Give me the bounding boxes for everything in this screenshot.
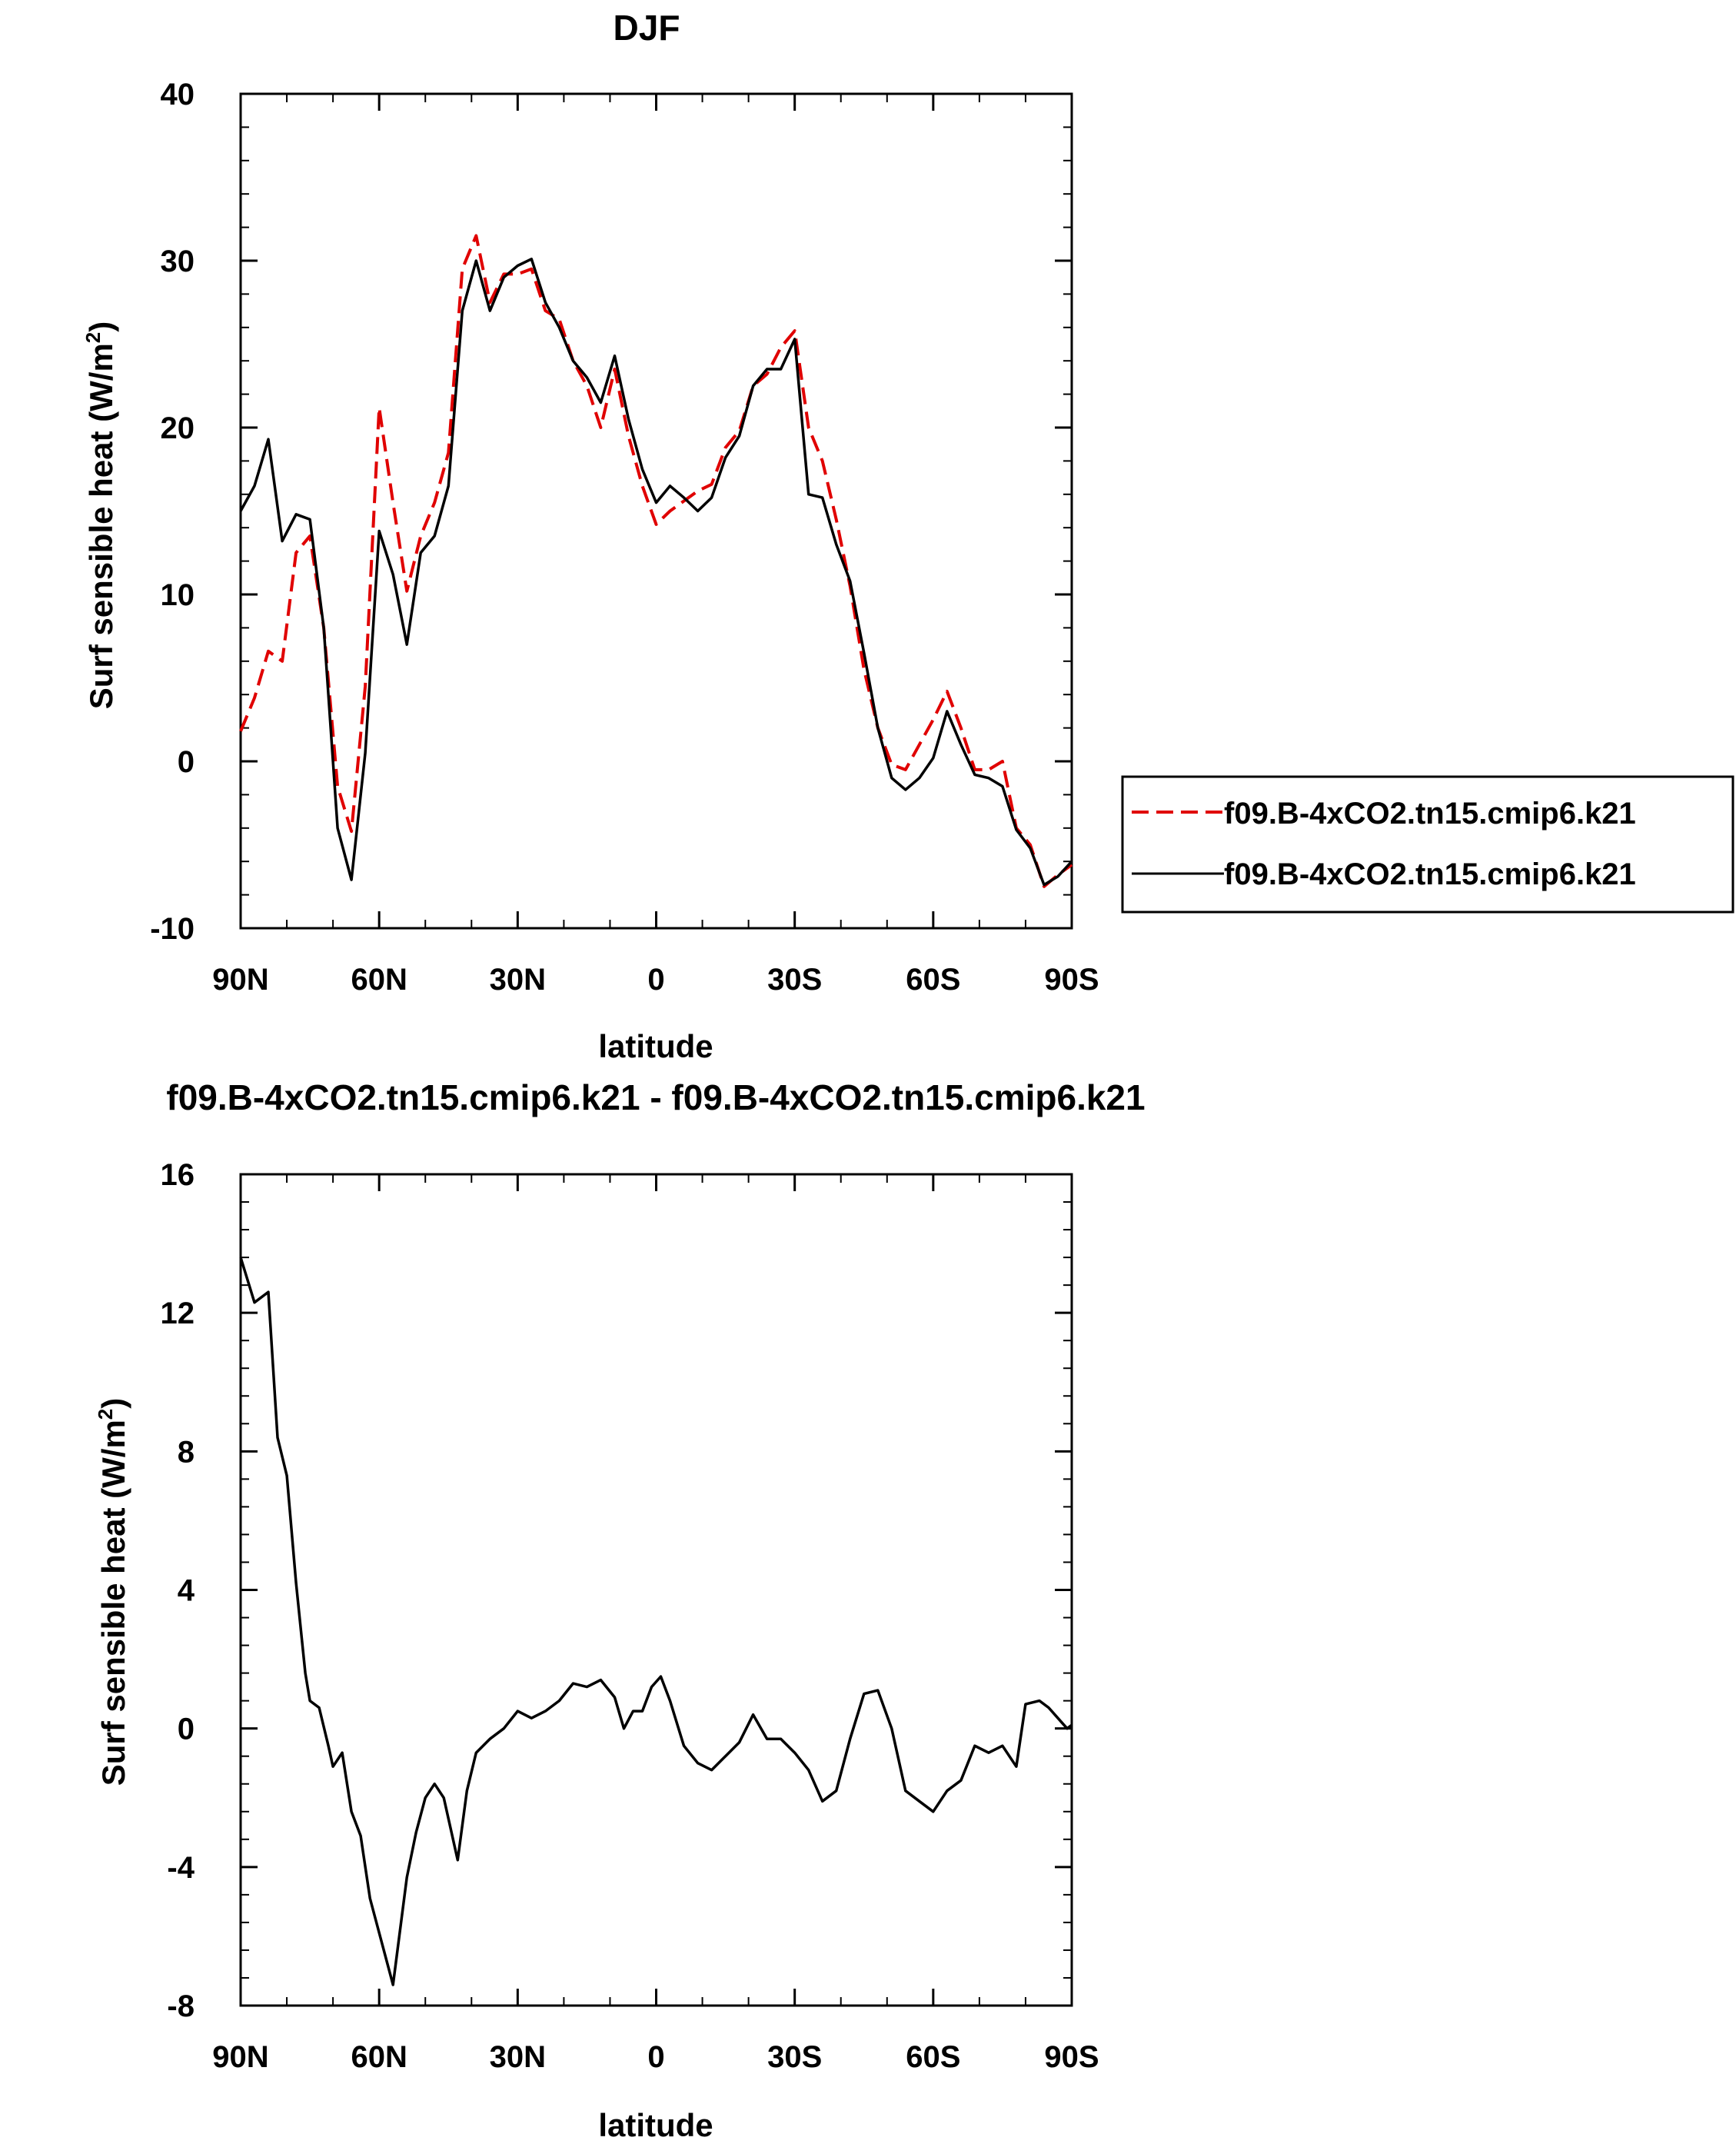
top-panel: DJF 90N 60N 30N 0 30S 60S 90S -10 0 10 20 30 40 lati… bbox=[81, 8, 1734, 1064]
bottom-axes bbox=[239, 1173, 1073, 2007]
top-x-tick-label: 60N bbox=[351, 963, 407, 997]
top-y-tick-label: 0 bbox=[178, 745, 195, 779]
top-x-tick-label: 60S bbox=[906, 963, 960, 997]
bottom-chart-title: f09.B-4xCO2.tn15.cmip6.k21 - f09.B-4xCO2… bbox=[166, 1077, 1145, 1117]
legend-label-1: f09.B-4xCO2.tn15.cmip6.k21 bbox=[1224, 797, 1636, 831]
top-y-tick-label: 20 bbox=[161, 411, 195, 445]
legend-box bbox=[1121, 775, 1734, 914]
bottom-y-tick-label: 0 bbox=[178, 1713, 195, 1746]
bottom-y-tick-label: 4 bbox=[178, 1574, 195, 1608]
top-y-tick-label: 40 bbox=[161, 78, 195, 112]
top-y-axis-label-close: ) bbox=[83, 321, 119, 332]
bottom-x-tick-label: 90N bbox=[212, 2040, 268, 2074]
top-y-axis-label-sup: 2 bbox=[81, 332, 105, 343]
bottom-y-axis-label-text: Surf sensible heat (W/m bbox=[95, 1420, 131, 1786]
top-x-tick-label: 0 bbox=[647, 963, 664, 997]
bottom-y-axis-label-close: ) bbox=[95, 1398, 131, 1409]
bottom-plot-area bbox=[239, 1257, 1073, 1986]
top-x-tick-label: 90S bbox=[1044, 963, 1099, 997]
top-x-tick-label: 30N bbox=[490, 963, 546, 997]
bottom-y-tick-label: -8 bbox=[167, 1989, 195, 2023]
top-tick-labels: 90N 60N 30N 0 30S 60S 90S -10 0 10 20 30 40 bbox=[150, 78, 1099, 997]
bottom-plot-frame bbox=[239, 1173, 1073, 2007]
bottom-y-axis-label: Surf sensible heat (W/m2) bbox=[94, 1398, 131, 1786]
top-y-axis-label-text: Surf sensible heat (W/m bbox=[83, 343, 119, 709]
legend-label-2: f09.B-4xCO2.tn15.cmip6.k21 bbox=[1224, 857, 1636, 891]
top-y-tick-label: 30 bbox=[161, 245, 195, 278]
top-y-tick-label: -10 bbox=[150, 912, 195, 946]
top-plot-area bbox=[239, 234, 1073, 888]
bottom-x-tick-label: 60N bbox=[351, 2040, 407, 2074]
bottom-x-tick-label: 90S bbox=[1044, 2040, 1099, 2074]
top-x-tick-label: 30S bbox=[767, 963, 822, 997]
bottom-y-tick-label: 16 bbox=[161, 1158, 195, 1192]
bottom-x-tick-label: 60S bbox=[906, 2040, 960, 2074]
legend: f09.B-4xCO2.tn15.cmip6.k21 f09.B-4xCO2.t… bbox=[1121, 775, 1734, 914]
top-x-axis-label: latitude bbox=[598, 1028, 713, 1064]
bottom-x-tick-label: 0 bbox=[647, 2040, 664, 2074]
top-series-line-1 bbox=[239, 234, 1073, 888]
bottom-x-tick-label: 30N bbox=[490, 2040, 546, 2074]
top-x-tick-label: 90N bbox=[212, 963, 268, 997]
bottom-panel: f09.B-4xCO2.tn15.cmip6.k21 - f09.B-4xCO2… bbox=[94, 1077, 1146, 2143]
bottom-y-tick-label: 12 bbox=[161, 1297, 195, 1330]
bottom-series-line-1 bbox=[239, 1257, 1073, 1986]
top-y-axis-label: Surf sensible heat (W/m2) bbox=[81, 321, 119, 710]
bottom-y-tick-label: 8 bbox=[178, 1435, 195, 1469]
top-y-tick-label: 10 bbox=[161, 578, 195, 612]
bottom-x-tick-label: 30S bbox=[767, 2040, 822, 2074]
bottom-y-tick-label: -4 bbox=[167, 1851, 195, 1885]
bottom-tick-labels: 90N 60N 30N 0 30S 60S 90S -8 -4 0 4 8 12 16 bbox=[161, 1158, 1099, 2074]
top-chart-title: DJF bbox=[614, 8, 680, 48]
top-series-line-2 bbox=[239, 258, 1073, 887]
bottom-y-axis-label-sup: 2 bbox=[94, 1409, 117, 1420]
top-plot-frame bbox=[239, 92, 1073, 930]
top-axes bbox=[239, 92, 1073, 930]
bottom-x-axis-label: latitude bbox=[598, 2107, 713, 2143]
